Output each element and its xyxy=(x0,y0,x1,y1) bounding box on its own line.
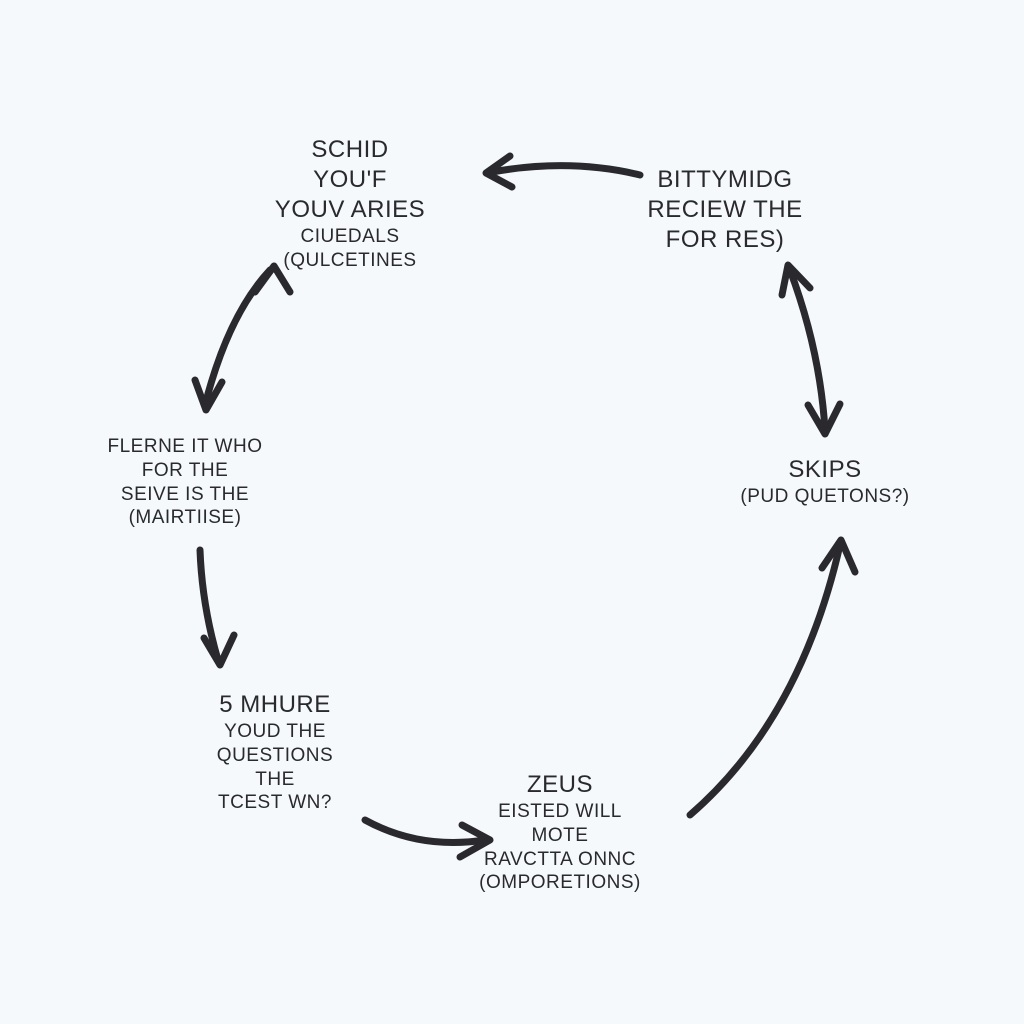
edge-n1-n0 xyxy=(492,166,640,175)
node-n4-line: Tcest wn? xyxy=(217,791,333,815)
node-n5-line: Seive is the xyxy=(108,483,263,507)
node-n3-line: Ravctta onnc xyxy=(479,848,641,872)
node-n5: Flerne it whofor theSeive is the(Mairtii… xyxy=(108,435,263,530)
node-n4-line: 5 Mhure xyxy=(217,690,333,720)
node-n1-line: Bittymidg xyxy=(647,165,802,195)
node-n1-line: for Res) xyxy=(647,225,802,255)
node-n4-line: Youd the xyxy=(217,720,333,744)
node-n0-line: (Qulcetines xyxy=(275,249,425,273)
arrowhead-icon xyxy=(204,635,234,665)
arrowhead-icon xyxy=(195,380,222,410)
node-n3-line: Zeus xyxy=(479,770,641,800)
arrowhead-icon xyxy=(822,540,855,572)
node-n5-line: for the xyxy=(108,459,263,483)
node-n4-line: the xyxy=(217,768,333,792)
node-n2-line: (Pud Quetons?) xyxy=(740,485,909,509)
node-n3: ZeusEisted willMoteRavctta onnc(Omporeti… xyxy=(479,770,641,895)
arrowhead-icon xyxy=(782,265,810,295)
arrowhead-icon xyxy=(486,156,512,187)
node-n1: BittymidgReciew thefor Res) xyxy=(647,165,802,255)
node-n2: Skips(Pud Quetons?) xyxy=(740,455,909,509)
arrowhead-icon xyxy=(808,404,840,434)
node-n5-line: Flerne it who xyxy=(108,435,263,459)
edge-n5-n4 xyxy=(200,550,218,660)
node-n0-line: ScHid xyxy=(275,135,425,165)
node-n0: ScHidYou'fYouv AriesCiuedals(Qulcetines xyxy=(275,135,425,273)
node-n3-line: Eisted will xyxy=(479,800,641,824)
edge-n2-n1 xyxy=(790,270,825,430)
edge-n4-n3 xyxy=(365,820,485,843)
node-n0-line: Youv Aries xyxy=(275,195,425,225)
node-n0-line: Ciuedals xyxy=(275,225,425,249)
node-n2-line: Skips xyxy=(740,455,909,485)
node-n3-line: (Omporetions) xyxy=(479,871,641,895)
edge-n3-n2 xyxy=(690,545,840,815)
edge-n0-n5 xyxy=(205,270,270,405)
node-n5-line: (Mairtiise) xyxy=(108,506,263,530)
node-n1-line: Reciew the xyxy=(647,195,802,225)
node-n0-line: You'f xyxy=(275,165,425,195)
node-n4: 5 MhureYoud theQuestionstheTcest wn? xyxy=(217,690,333,815)
node-n4-line: Questions xyxy=(217,744,333,768)
node-n3-line: Mote xyxy=(479,824,641,848)
